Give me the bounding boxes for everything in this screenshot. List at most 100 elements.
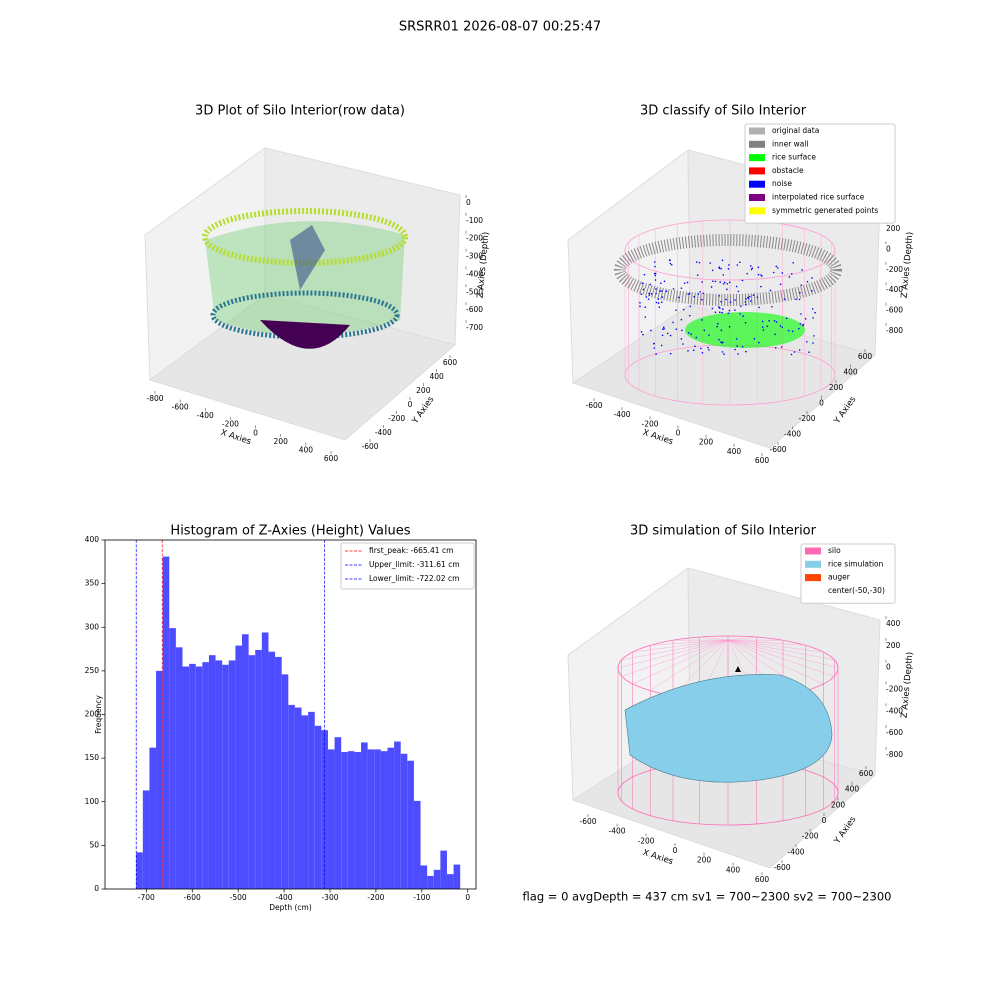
noise-illustration [744,301,747,303]
noise-illustration [739,261,741,264]
bar [255,649,262,889]
noise-illustration [650,292,653,295]
noise-illustration [722,341,724,344]
noise-illustration [703,329,706,332]
noise-illustration [785,317,788,320]
noise-illustration [811,290,813,292]
base-illustration [210,290,400,340]
noise-illustration [791,330,794,333]
bar [387,747,395,889]
bar [347,751,355,889]
y-tick-label: -400 [375,428,392,437]
noise-illustration [701,298,703,301]
bar [202,662,209,889]
z-tick-label: -400 [886,285,903,294]
noise-illustration [792,261,794,264]
z-tick-label: -300 [466,252,483,261]
noise-illustration [802,324,804,327]
noise-illustration [722,283,725,285]
bar [288,704,295,889]
y-tick-label: -600 [361,442,378,451]
noise-illustration [771,305,773,308]
noise-illustration [687,350,689,352]
noise-illustration [683,282,686,284]
noise-illustration [728,264,730,266]
noise-illustration [663,280,666,283]
noise-illustration [680,287,683,289]
bar [169,628,176,889]
noise-illustration [682,343,684,345]
noise-illustration [735,338,738,340]
noise-illustration [670,263,673,266]
z-tick-label: -200 [886,265,903,274]
bar [162,556,170,889]
bar [242,634,249,889]
noise-illustration [686,281,689,284]
noise-illustration [659,282,662,284]
noise-illustration [718,295,720,297]
noise-illustration [642,333,644,336]
noise-illustration [762,329,765,331]
legend-label: rice simulation [828,559,884,568]
x-tick-label: 200 [697,856,712,865]
y-tick-label: 400 [843,368,858,377]
noise-illustration [802,323,804,326]
noise-illustration [659,290,662,292]
noise-illustration [655,292,657,295]
z-tick-label: -400 [886,706,903,715]
silo-outline [632,639,729,685]
noise-illustration [700,347,702,350]
noise-illustration [799,323,802,325]
noise-illustration [720,341,722,343]
noise-illustration [758,341,760,344]
z-tick-label: -400 [466,269,483,278]
noise-illustration [719,281,722,283]
noise-illustration [727,268,730,270]
footer-text: flag = 0 avgDepth = 437 cm sv1 = 700~230… [523,890,892,904]
bar [275,656,282,889]
noise-illustration [720,329,723,331]
legend-box [340,542,475,590]
noise-illustration [643,273,646,276]
bar [374,749,381,889]
noise-illustration [721,311,723,314]
silo-outline [727,639,835,660]
noise-illustration [781,272,784,274]
legend-box [800,543,896,604]
x-tick-label: 0 [465,893,470,902]
noise-illustration [801,269,803,271]
noise-illustration [761,275,763,277]
noise-illustration [721,259,724,262]
bar [189,663,196,889]
noise-illustration [741,345,744,348]
x-tick-label: -200 [641,419,658,428]
bar [446,874,454,889]
noise-illustration [648,294,651,296]
noise-illustration [726,288,728,291]
legend-label: Lower_limit: -722.02 cm [369,574,459,583]
noise-illustration [716,325,718,328]
legend-label: symmetric generated points [772,206,878,215]
noise-illustration [734,348,736,351]
noise-illustration [644,316,647,318]
noise-illustration [734,299,736,301]
noise-illustration [790,273,793,275]
bar [327,749,335,889]
x-tick-label: 600 [755,456,770,465]
noise-illustration [727,312,730,315]
noise-illustration [781,326,784,329]
noise-illustration [655,353,657,355]
y-tick-label: 0 [408,400,413,409]
y-tick-label: 0 [822,816,827,825]
noise-illustration [777,267,779,269]
noise-illustration [693,295,696,298]
noise-illustration [653,261,656,263]
z-tick-label: -800 [886,750,903,759]
noise-illustration [728,309,731,312]
x-tick-label: -600 [184,893,201,902]
noise-illustration [647,298,650,300]
x-axis-label: X Axies [641,428,674,447]
x-tick-label: -100 [413,893,430,902]
z-tick-label: -200 [466,234,483,243]
noise-illustration [741,279,744,282]
